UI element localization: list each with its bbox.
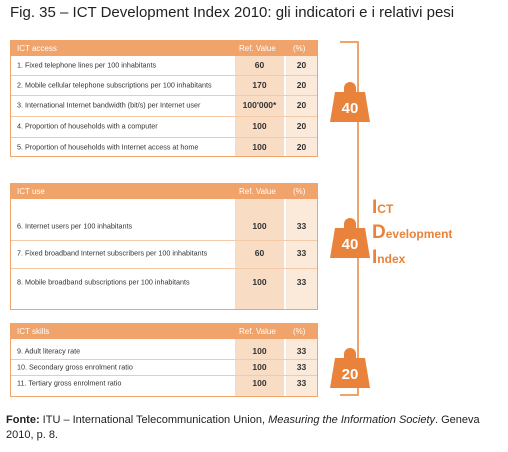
pct-header: (%) <box>293 187 306 196</box>
panel: ICT access Ref. Value (%) 1. Fixed telephon… <box>10 40 318 157</box>
pct-value: 33 <box>296 221 307 231</box>
pct-header: (%) <box>293 327 306 336</box>
row-separator <box>11 115 317 117</box>
pct-value: 20 <box>296 121 307 131</box>
weight-body <box>330 358 370 388</box>
row-label: 5. Proportion of households with Interne… <box>17 142 199 152</box>
panel-name: ICT skills <box>17 327 50 336</box>
ref-value: 60 <box>254 248 265 258</box>
index-label: ICT Development Index <box>372 196 452 271</box>
weight-icon: 40 <box>330 218 370 258</box>
pct-value: 33 <box>296 346 307 356</box>
weight-body <box>330 228 370 258</box>
row-label: 11. Tertiary gross enrolment ratio <box>17 378 122 388</box>
source-label: Fonte: <box>6 414 40 426</box>
pct-value: 33 <box>296 362 307 372</box>
ref-header: Ref. Value <box>239 327 276 336</box>
pct-value: 33 <box>296 378 307 388</box>
ref-column <box>235 339 284 396</box>
panel-name: ICT use <box>17 187 45 196</box>
row-label: 7. Fixed broadband Internet subscribers … <box>17 248 208 258</box>
ref-value: 100 <box>252 346 267 356</box>
weight-handle <box>344 348 356 358</box>
panel-header: ICT access Ref. Value (%) <box>11 41 317 56</box>
pct-value: 20 <box>296 142 307 152</box>
ref-value: 100 <box>252 142 267 152</box>
ref-column <box>235 199 284 309</box>
pct-header: (%) <box>293 44 306 53</box>
panel: ICT skills Ref. Value (%) 9. Adult literacy… <box>10 323 318 397</box>
weight-value: 40 <box>342 236 359 253</box>
weight-icon: 40 <box>330 82 370 122</box>
weight-value: 40 <box>342 100 359 117</box>
panel: ICT use Ref. Value (%) 6. Internet users pe… <box>10 183 318 310</box>
ref-header: Ref. Value <box>239 44 276 53</box>
weight-handle <box>344 82 356 92</box>
ref-header: Ref. Value <box>239 187 276 196</box>
index-word: ICT <box>372 197 394 218</box>
pct-column <box>286 56 317 156</box>
source-text: ITU – International Telecommunication Un… <box>42 414 269 426</box>
panel-header: ICT skills Ref. Value (%) <box>11 324 317 339</box>
row-separator <box>11 75 317 76</box>
weight-body <box>330 92 370 122</box>
pct-value: 33 <box>296 277 307 287</box>
row-label: 9. Adult literacy rate <box>17 346 81 356</box>
row-label: 2. Mobile cellular telephone subscriptio… <box>17 80 212 90</box>
ref-value: 100 <box>252 221 267 231</box>
row-separator <box>11 375 317 376</box>
publication: Measuring the Information Society <box>268 414 436 426</box>
ref-value: 60 <box>254 60 265 70</box>
row-separator <box>11 95 317 96</box>
row-label: 1. Fixed telephone lines per 100 inhabit… <box>17 60 157 70</box>
panel-header: ICT use Ref. Value (%) <box>11 184 317 199</box>
weight-value: 20 <box>342 366 359 383</box>
pct-column <box>286 339 317 396</box>
source-details: . Geneva 2010, p. 8. <box>6 414 480 441</box>
row-separator <box>11 359 317 360</box>
index-word: Index <box>372 247 406 268</box>
pct-value: 20 <box>296 60 307 70</box>
pct-column <box>286 199 317 309</box>
ref-column <box>235 56 284 156</box>
row-label: 6. Internet users per 100 inhabitants <box>17 221 133 231</box>
row-separator <box>11 239 317 241</box>
ref-value: 100 <box>252 378 267 388</box>
ref-value: 100 <box>252 277 267 287</box>
row-label: 3. International Internet bandwidth (bit… <box>17 100 201 110</box>
footer: Fonte: ITU – International Telecommunica… <box>6 413 502 443</box>
ref-value: 170 <box>252 80 267 90</box>
weight-handle <box>344 218 356 228</box>
row-separator <box>11 136 317 138</box>
pct-value: 20 <box>296 80 307 90</box>
pct-value: 20 <box>296 100 307 110</box>
ref-value: 100'000* <box>242 100 277 110</box>
index-word: Development <box>372 222 453 243</box>
row-label: 8. Mobile broadband subscriptions per 10… <box>17 277 190 287</box>
row-label: 4. Proportion of households with a compu… <box>17 121 158 131</box>
row-separator <box>11 267 317 269</box>
weight-icon: 20 <box>330 348 370 388</box>
ref-value: 100 <box>252 121 267 131</box>
ref-value: 100 <box>252 362 267 372</box>
row-label: 10. Secondary gross enrolment ratio <box>17 362 133 372</box>
panel-name: ICT access <box>17 44 57 53</box>
pct-value: 33 <box>296 248 307 258</box>
figure-title: Fig. 35 – ICT Development Index 2010: gl… <box>10 4 455 21</box>
